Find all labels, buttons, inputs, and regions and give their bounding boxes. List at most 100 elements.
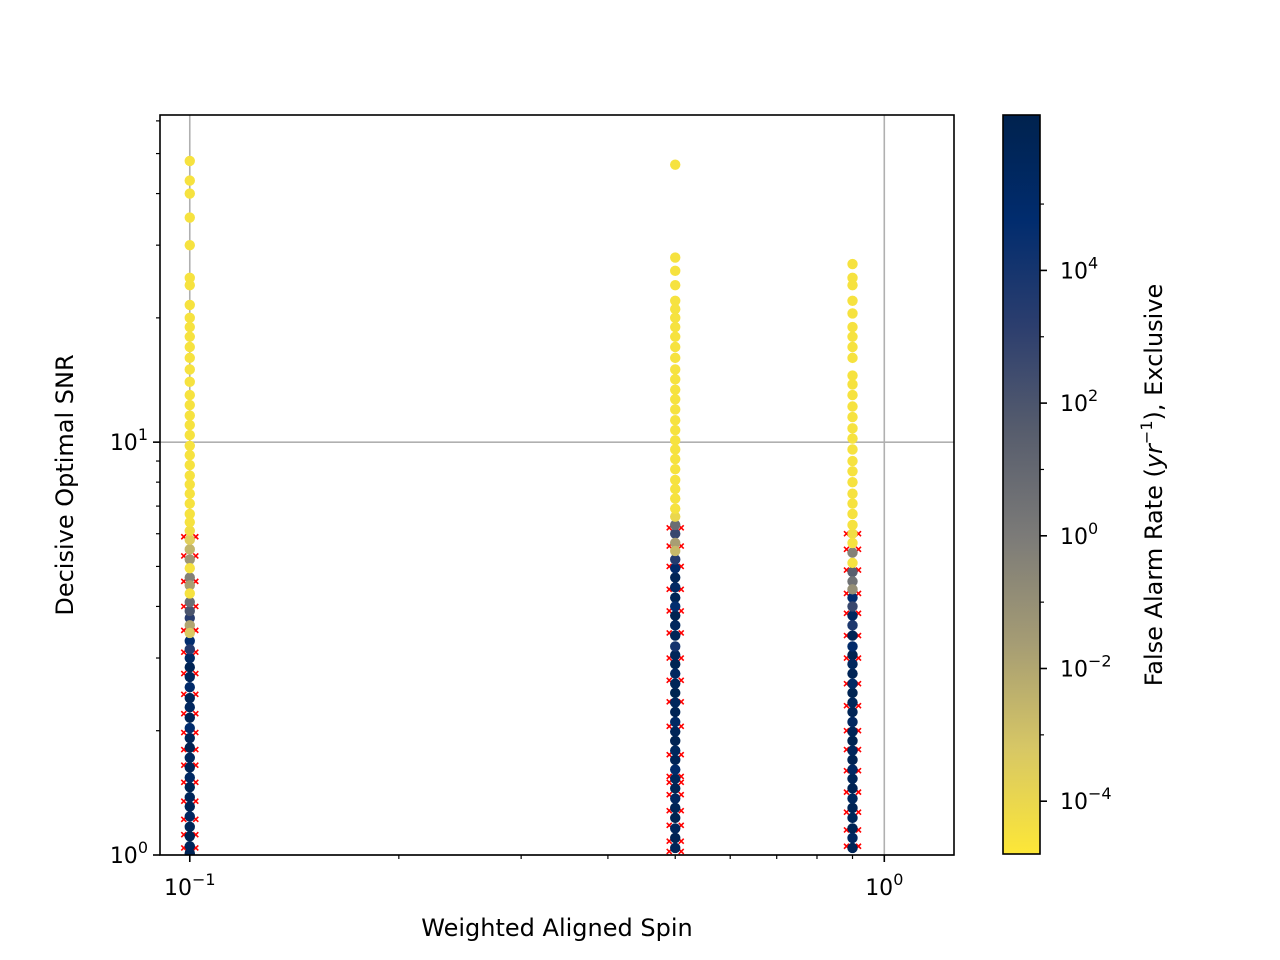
x-tick-label: 100 (865, 870, 903, 901)
found-point (670, 415, 681, 426)
missed-marker-stroke (843, 546, 850, 553)
found-point (670, 554, 681, 565)
found-point (670, 610, 681, 621)
found-point (670, 668, 681, 679)
missed-marker-stroke (666, 563, 673, 570)
found-point (847, 793, 858, 804)
found-point (847, 783, 858, 794)
found-point (670, 764, 681, 775)
found-point (670, 303, 681, 315)
missed-marker-stroke (678, 654, 685, 662)
found-point (184, 652, 195, 664)
found-point (670, 384, 681, 395)
found-point (670, 252, 681, 263)
found-point (670, 641, 681, 652)
found-point (847, 519, 858, 531)
found-point (847, 716, 858, 728)
missed-marker-stroke (678, 607, 685, 615)
found-point (670, 745, 681, 756)
colorbar-tick-label: 10−4 (1060, 784, 1112, 815)
found-point (670, 511, 681, 522)
colorbar-tick-label: 10−2 (1060, 652, 1112, 683)
found-point (670, 483, 681, 495)
found-point (184, 572, 195, 583)
found-point (184, 772, 195, 783)
missed-marker-stroke (180, 710, 187, 717)
found-point (184, 321, 195, 333)
x-tick-label-base: 10 (164, 876, 192, 901)
missed-marker-stroke (843, 843, 850, 850)
found-point (670, 435, 681, 446)
found-point (184, 596, 195, 608)
found-point (847, 745, 858, 756)
missed-marker-stroke (678, 848, 685, 855)
found-point (847, 547, 858, 558)
found-point (670, 364, 681, 375)
found-point (670, 678, 681, 689)
missed-marker-stroke (180, 691, 187, 698)
missed-marker-stroke (855, 826, 862, 834)
colorbar-tick-label-base: 10 (1060, 525, 1088, 550)
found-point (670, 331, 681, 342)
missed-marker-stroke (192, 649, 199, 656)
missed-marker-stroke (855, 654, 862, 662)
found-point (847, 498, 858, 509)
found-point (670, 404, 681, 415)
found-point (670, 341, 681, 353)
found-point (847, 812, 858, 824)
found-point (670, 726, 681, 737)
found-point (847, 592, 858, 603)
found-point (670, 658, 681, 670)
found-point (847, 668, 858, 679)
x-tick-label-exponent: −1 (192, 870, 216, 889)
missed-marker-stroke (180, 831, 187, 838)
y-tick-label: 101 (110, 425, 148, 456)
found-point (670, 394, 681, 405)
found-point (184, 429, 195, 441)
found-point (184, 627, 195, 639)
found-point (847, 352, 858, 364)
found-point (670, 812, 681, 824)
found-point (670, 463, 681, 475)
found-point (184, 175, 195, 186)
found-point (847, 557, 858, 569)
missed-marker-stroke (666, 629, 673, 637)
found-point (847, 423, 858, 434)
found-point (184, 419, 195, 431)
found-point (184, 544, 195, 555)
found-point (670, 312, 681, 324)
found-point (184, 470, 195, 481)
found-point (184, 525, 195, 536)
x-tick-label: 10−1 (164, 870, 216, 901)
colorbar-frame (1002, 114, 1041, 855)
missed-marker (180, 779, 199, 786)
found-point (847, 823, 858, 834)
missed-marker-stroke (180, 627, 187, 634)
found-point (847, 272, 858, 284)
found-point (847, 279, 858, 291)
markers (180, 155, 862, 855)
missed-marker-stroke (180, 670, 187, 677)
missed-marker-stroke (678, 524, 685, 531)
found-point (847, 678, 858, 689)
found-point (184, 488, 195, 499)
found-point (184, 508, 195, 520)
found-point (847, 528, 858, 539)
colorbar-tick-label-base: 10 (1060, 790, 1088, 815)
found-point (184, 841, 195, 852)
found-point (670, 572, 681, 583)
found-point (184, 331, 195, 342)
missed-marker-stroke (192, 816, 199, 823)
found-point (847, 444, 858, 455)
missed-marker-stroke (666, 677, 673, 684)
found-point (670, 592, 681, 603)
found-point (184, 498, 195, 509)
found-point (670, 424, 681, 436)
missed-marker-stroke (843, 610, 850, 617)
found-point (184, 155, 195, 167)
found-point (670, 802, 681, 814)
colorbar-label-suffix: ), Exclusive (1140, 284, 1168, 421)
found-point (184, 399, 195, 411)
found-point (670, 159, 681, 170)
